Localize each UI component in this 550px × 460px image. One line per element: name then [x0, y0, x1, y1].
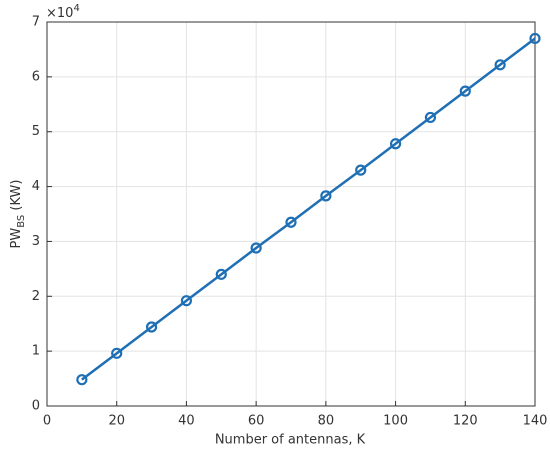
- multiplier-exponent: 4: [73, 3, 79, 14]
- x-tick-label: 40: [178, 414, 195, 429]
- multiplier-base: ×10: [46, 6, 73, 21]
- y-tick-label: 4: [32, 179, 40, 194]
- data-point: [494, 59, 506, 71]
- x-tick-label: 20: [108, 414, 125, 429]
- x-tick-label: 120: [453, 414, 478, 429]
- data-point: [320, 190, 332, 202]
- data-line: [81, 37, 536, 381]
- data-point: [111, 347, 123, 359]
- data-point: [424, 111, 437, 124]
- x-tick-label: 0: [43, 414, 51, 429]
- x-tick-label: 140: [523, 414, 548, 429]
- y-multiplier: ×104: [46, 3, 80, 21]
- plot-frame: [46, 21, 536, 407]
- x-axis-label: Number of antennas, K: [215, 433, 366, 448]
- y-tick-label: 3: [32, 234, 40, 249]
- data-point: [529, 32, 541, 45]
- y-tick-label: 1: [32, 344, 40, 359]
- x-tick-label: 60: [248, 414, 265, 429]
- y-tick-label: 2: [32, 289, 40, 304]
- data-point: [215, 268, 227, 280]
- y-label-sub: BS: [16, 215, 27, 228]
- y-tick-label: 6: [32, 69, 40, 84]
- data-point: [389, 138, 402, 150]
- y-tick-label: 7: [32, 15, 40, 30]
- data-point: [459, 85, 471, 97]
- y-tick-label: 5: [32, 124, 40, 139]
- data-point: [285, 216, 297, 228]
- y-tick-label: 0: [32, 399, 40, 414]
- y-axis-label: PWBS (KW): [9, 180, 28, 249]
- data-point: [355, 164, 367, 176]
- data-point: [180, 295, 193, 307]
- x-tick-label: 80: [318, 414, 335, 429]
- y-label-unit: (KW): [9, 180, 24, 215]
- data-point: [250, 242, 262, 254]
- y-label-main: PW: [9, 228, 24, 249]
- x-tick-label: 100: [383, 414, 408, 429]
- data-point: [145, 321, 158, 333]
- data-point: [76, 374, 88, 386]
